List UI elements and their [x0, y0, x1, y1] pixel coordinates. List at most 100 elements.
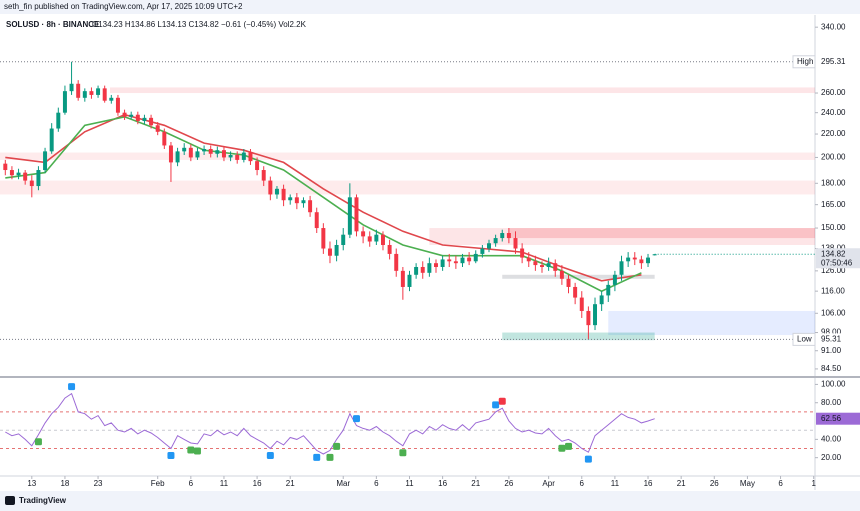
x-tick-label: 23 [94, 479, 103, 488]
logo [5, 496, 15, 505]
candle-body [255, 161, 260, 171]
x-tick-label: 6 [189, 479, 194, 488]
candle-body [82, 91, 87, 98]
candle-body [142, 117, 147, 122]
x-tick-label: 16 [644, 479, 653, 488]
signal-marker [313, 453, 321, 461]
x-tick-label: Mar [336, 479, 350, 488]
candle-body [579, 297, 584, 311]
high-tag-bg [792, 55, 816, 69]
zone [502, 332, 655, 341]
x-tick-label: 1 [811, 479, 816, 488]
candle-body [56, 112, 61, 129]
candle-body [149, 117, 154, 126]
x-tick-label: May [740, 479, 755, 488]
candle-body [526, 257, 531, 262]
candle-body [3, 163, 8, 171]
candle-body [182, 147, 187, 152]
candle-body [23, 172, 28, 181]
candle-body [374, 234, 379, 242]
candle-body [546, 263, 551, 267]
y-tick-label: 150.00 [821, 223, 846, 232]
signal-marker [399, 449, 407, 457]
signal-marker [584, 455, 592, 463]
publisher-line: seth_fin published on TradingView.com, A… [4, 2, 243, 11]
y-tick-label: 98.00 [821, 328, 842, 337]
candle-body [235, 154, 240, 160]
candle-body [109, 97, 114, 101]
candle-body [407, 274, 412, 287]
candle-body [540, 265, 544, 267]
y-tick-label: 200.00 [821, 153, 846, 162]
candle-body [268, 180, 273, 195]
candle-body [288, 197, 293, 201]
zone [502, 274, 655, 279]
candle-body [49, 128, 54, 152]
y-tick-label: 126.00 [821, 266, 846, 275]
candle-body [354, 197, 359, 232]
candle-body [122, 112, 127, 117]
zone [508, 228, 815, 239]
zone [0, 180, 815, 195]
candle-body [188, 147, 193, 158]
candle-body [215, 150, 220, 154]
x-tick-label: Apr [542, 479, 555, 488]
candle-body [632, 257, 637, 260]
y-tick-label: 20.00 [821, 453, 842, 462]
candle-body [500, 233, 505, 239]
candle-body [321, 228, 326, 249]
low-value-bg [816, 333, 860, 346]
y-tick-label: 84.50 [821, 364, 842, 373]
signal-marker [34, 438, 42, 446]
candle-body [612, 274, 617, 285]
high-value-bg [816, 55, 860, 68]
y-tick-label: 100.00 [821, 380, 846, 389]
candle-body [453, 261, 458, 264]
candle-body [361, 231, 366, 237]
x-tick-label: 13 [27, 479, 36, 488]
candle-body [434, 263, 438, 267]
signal-marker [333, 442, 341, 450]
y-tick-label: 180.00 [821, 178, 846, 187]
y-tick-label: 165.00 [821, 200, 846, 209]
zone [0, 152, 815, 160]
y-tick-label: 260.00 [821, 88, 846, 97]
x-tick-label: 16 [438, 479, 447, 488]
signal-marker [266, 452, 274, 460]
candle-body [62, 91, 67, 113]
candle-body [241, 152, 246, 160]
signal-marker [498, 397, 506, 405]
ohlc: O134.23 H134.86 L134.13 C134.82 −0.61 (−… [92, 20, 307, 29]
candle-body [175, 151, 180, 163]
candle-body [76, 83, 81, 98]
candle-body [606, 284, 611, 296]
candle-body [9, 170, 14, 176]
last-price: 134.82 [821, 249, 846, 258]
y-tick-label: 220.00 [821, 129, 846, 138]
candle-body [559, 270, 564, 279]
candle-body [427, 263, 432, 273]
y-tick-label: 91.00 [821, 346, 842, 355]
candle-body [520, 248, 525, 258]
candle-body [460, 257, 465, 264]
candle-body [573, 286, 578, 298]
candle-body [228, 154, 233, 158]
signal-marker [68, 383, 76, 391]
signal-marker [492, 401, 500, 409]
signal-marker [193, 447, 201, 455]
candle-body [394, 253, 399, 271]
candle-body [553, 263, 558, 271]
candle-body [646, 257, 651, 264]
candle-body [155, 125, 160, 132]
candle-body [387, 244, 392, 254]
candle-body [16, 172, 21, 176]
x-tick-label: 6 [374, 479, 379, 488]
candle-body [493, 238, 498, 244]
candle-body [294, 197, 299, 204]
header-bar [0, 0, 860, 14]
rsi-last: 62.56 [821, 414, 842, 423]
candle-body [29, 180, 34, 187]
candle-body [129, 114, 134, 117]
candle-body [69, 83, 74, 92]
